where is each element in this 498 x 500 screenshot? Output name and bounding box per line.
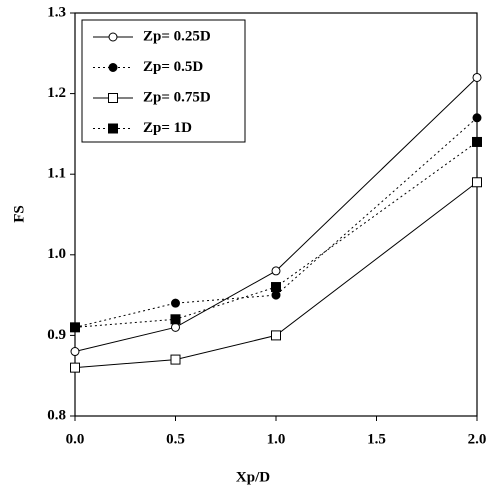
series-line [74, 117, 478, 328]
legend-label: Zp= 0.5D [143, 59, 203, 75]
marker [271, 330, 281, 341]
marker [70, 322, 80, 333]
legend-marker [108, 32, 118, 42]
y-tick-label: 1.0 [47, 246, 66, 262]
marker [170, 354, 181, 365]
marker [472, 136, 482, 147]
series-line [74, 181, 478, 369]
x-tick-label: 1.5 [367, 431, 386, 447]
marker [70, 347, 80, 357]
x-axis-label: Xp/D [236, 469, 270, 485]
y-tick-label: 1.3 [47, 4, 66, 20]
x-tick-label: 0.0 [66, 431, 85, 447]
legend-marker [108, 93, 118, 103]
series-line [74, 77, 478, 353]
legend-label: Zp= 1D [143, 120, 192, 136]
marker [271, 282, 281, 293]
x-tick-label: 1.0 [267, 431, 286, 447]
marker [472, 177, 482, 188]
marker [171, 322, 180, 332]
marker [472, 72, 482, 82]
y-tick-label: 1.2 [47, 85, 66, 101]
marker [271, 266, 281, 276]
legend-box [81, 19, 246, 143]
marker [271, 290, 281, 300]
marker [70, 362, 80, 373]
x-tick-label: 0.5 [166, 431, 185, 447]
marker [472, 113, 482, 123]
marker [170, 314, 181, 325]
legend-label: Zp= 0.25D [143, 28, 211, 44]
y-axis-label: FS [11, 205, 27, 223]
y-tick-label: 0.9 [47, 327, 66, 343]
y-tick-label: 0.8 [47, 407, 66, 423]
y-tick-label: 1.1 [47, 166, 66, 182]
series-line [74, 141, 478, 328]
x-tick-label: 2.0 [468, 431, 487, 447]
legend-label: Zp= 0.75D [143, 89, 211, 105]
legend-marker [108, 123, 118, 134]
marker [171, 298, 180, 308]
legend-marker [108, 63, 118, 72]
